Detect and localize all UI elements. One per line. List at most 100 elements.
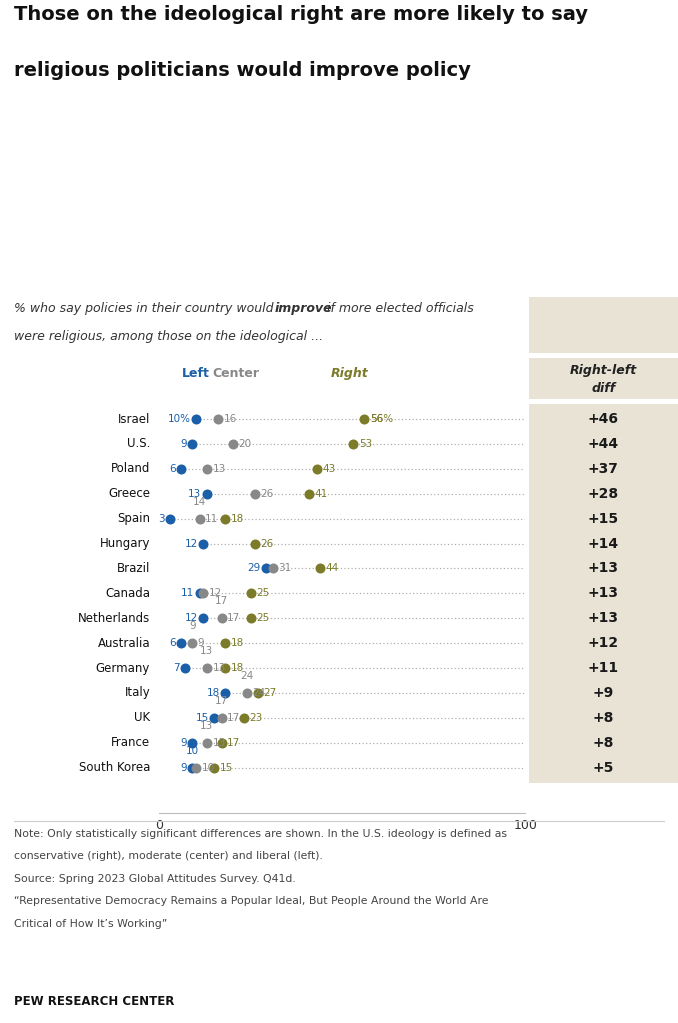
Text: South Korea: South Korea	[79, 761, 150, 774]
Text: diff: diff	[591, 383, 616, 395]
Point	[176, 635, 186, 652]
Text: 12: 12	[184, 613, 198, 623]
Point	[212, 411, 223, 428]
Text: 15: 15	[220, 763, 233, 772]
Text: U.S.: U.S.	[127, 438, 150, 450]
Text: improve: improve	[275, 302, 332, 315]
Text: Italy: Italy	[125, 686, 150, 700]
Point	[249, 535, 260, 551]
Point	[220, 510, 231, 527]
Point	[191, 411, 201, 428]
Text: 25: 25	[256, 613, 270, 623]
Point	[187, 436, 198, 452]
Point	[201, 735, 212, 751]
Text: +44: +44	[588, 437, 619, 451]
Point	[253, 684, 264, 701]
Text: Canada: Canada	[105, 587, 150, 599]
Text: +5: +5	[593, 761, 614, 774]
Text: Those on the ideological right are more likely to say: Those on the ideological right are more …	[14, 5, 588, 25]
Text: France: France	[111, 737, 150, 749]
Text: 13: 13	[200, 721, 214, 730]
Point	[165, 510, 176, 527]
Point	[359, 411, 370, 428]
Text: +28: +28	[588, 487, 619, 500]
Text: 29: 29	[247, 564, 260, 574]
Point	[176, 460, 186, 477]
Text: Poland: Poland	[111, 462, 150, 476]
Point	[227, 436, 238, 452]
Text: 15: 15	[195, 713, 209, 723]
Text: 18: 18	[231, 638, 244, 649]
Point	[242, 684, 253, 701]
Point	[216, 735, 227, 751]
Text: 9: 9	[180, 738, 186, 748]
Text: Israel: Israel	[118, 412, 150, 426]
Point	[348, 436, 359, 452]
Text: Netherlands: Netherlands	[78, 612, 150, 625]
Point	[201, 486, 212, 502]
Text: 24: 24	[253, 687, 266, 698]
Text: conservative (right), moderate (center) and liberal (left).: conservative (right), moderate (center) …	[14, 851, 323, 861]
Text: 56: 56	[370, 414, 383, 424]
Text: 9: 9	[180, 439, 186, 449]
Text: 18: 18	[231, 514, 244, 524]
Text: 3: 3	[158, 514, 165, 524]
Text: 13: 13	[188, 489, 201, 499]
Text: 11: 11	[205, 514, 218, 524]
Text: 31: 31	[279, 564, 292, 574]
Text: 17: 17	[215, 596, 228, 607]
Point	[216, 710, 227, 726]
Point	[194, 510, 205, 527]
Text: 26: 26	[260, 489, 273, 499]
Text: +14: +14	[588, 536, 619, 550]
Text: if more elected officials: if more elected officials	[323, 302, 474, 315]
Text: +13: +13	[588, 562, 619, 576]
Text: UK: UK	[134, 711, 150, 724]
Text: 11: 11	[181, 588, 194, 598]
Text: “Representative Democracy Remains a Popular Ideal, But People Around the World A: “Representative Democracy Remains a Popu…	[14, 896, 488, 906]
Point	[216, 610, 227, 626]
Point	[180, 660, 191, 676]
Point	[201, 460, 212, 477]
Text: +9: +9	[593, 686, 614, 700]
Text: Note: Only statistically significant differences are shown. In the U.S. ideology: Note: Only statistically significant dif…	[14, 829, 506, 839]
Text: Source: Spring 2023 Global Attitudes Survey. Q41d.: Source: Spring 2023 Global Attitudes Sur…	[14, 874, 296, 884]
Text: 9: 9	[189, 621, 195, 631]
Text: 13: 13	[212, 663, 226, 673]
Text: 12: 12	[184, 538, 198, 548]
Text: +11: +11	[588, 661, 619, 675]
Text: 10%: 10%	[167, 414, 191, 424]
Text: 20: 20	[238, 439, 251, 449]
Text: Right: Right	[331, 367, 369, 380]
Text: 44: 44	[326, 564, 339, 574]
Point	[249, 486, 260, 502]
Point	[238, 710, 249, 726]
Text: Center: Center	[213, 367, 260, 380]
Point	[245, 610, 256, 626]
Text: +13: +13	[588, 586, 619, 601]
Text: 6: 6	[170, 638, 176, 649]
Text: 10: 10	[201, 763, 214, 772]
Text: 17: 17	[215, 696, 228, 706]
Text: were religious, among those on the ideological ...: were religious, among those on the ideol…	[14, 330, 323, 344]
Text: +8: +8	[593, 736, 614, 750]
Point	[187, 635, 198, 652]
Text: +13: +13	[588, 611, 619, 625]
Point	[304, 486, 315, 502]
Text: 12: 12	[209, 588, 222, 598]
Text: 10: 10	[186, 746, 199, 756]
Text: 17: 17	[227, 738, 240, 748]
Text: Spain: Spain	[117, 513, 150, 525]
Point	[187, 759, 198, 775]
Text: 56%: 56%	[370, 414, 393, 424]
Text: +15: +15	[588, 512, 619, 526]
Point	[187, 735, 198, 751]
Text: 27: 27	[264, 687, 277, 698]
Text: Germany: Germany	[96, 662, 150, 674]
Point	[209, 710, 220, 726]
Text: 23: 23	[249, 713, 262, 723]
Point	[245, 585, 256, 602]
Text: 13: 13	[212, 738, 226, 748]
Text: % who say policies in their country would: % who say policies in their country woul…	[14, 302, 277, 315]
Text: 7: 7	[173, 663, 180, 673]
